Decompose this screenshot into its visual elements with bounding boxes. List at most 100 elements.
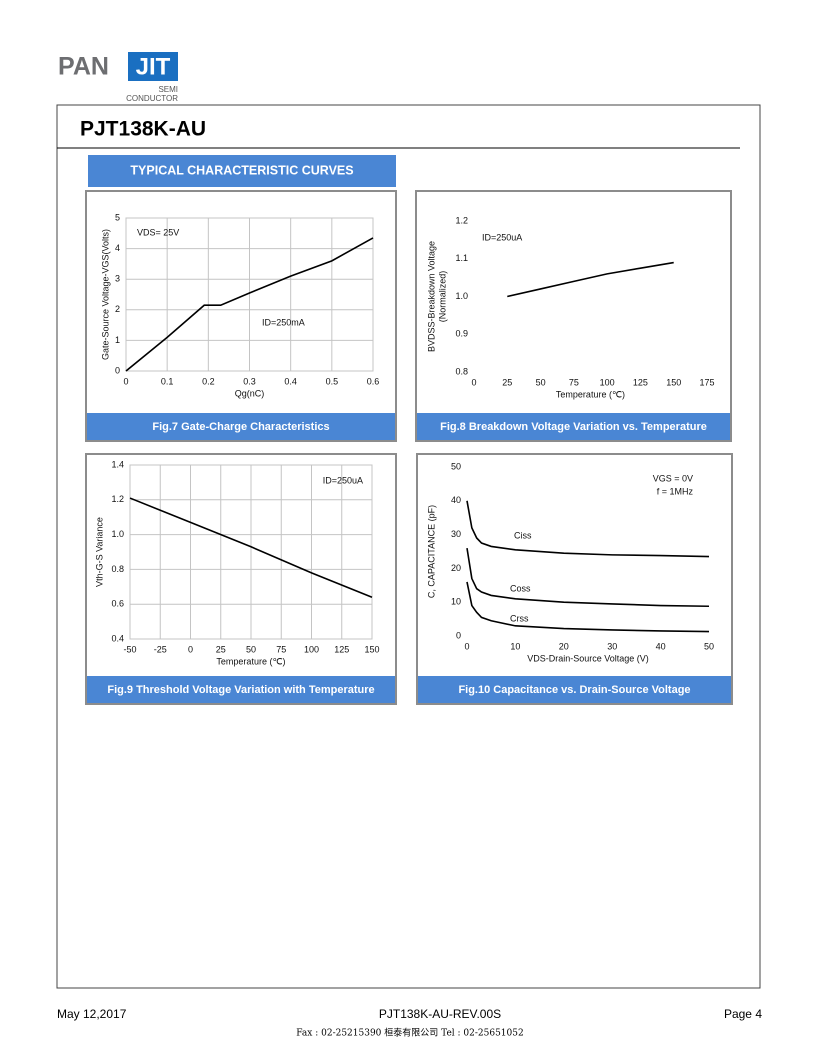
y-tick-label: 5 xyxy=(115,212,120,222)
x-tick-label: 150 xyxy=(666,377,681,387)
plot-area xyxy=(125,217,374,372)
chart-caption: Fig.8 Breakdown Voltage Variation vs. Te… xyxy=(440,421,707,433)
x-tick-label: 100 xyxy=(600,377,615,387)
logo-left: PAN xyxy=(58,53,109,81)
x-tick-label: 25 xyxy=(502,377,512,387)
charts: Fig.7 Gate-Charge Characteristics 0 0.1 0.2… xyxy=(85,190,733,705)
x-tick-label: 0.4 xyxy=(284,376,297,386)
y-tick-label: 1.0 xyxy=(111,529,124,539)
y-tick-label: 0.4 xyxy=(111,633,124,643)
chart-frame xyxy=(416,453,733,705)
y-axis-label: Vth-G-S Variance xyxy=(94,517,104,587)
x-axis-label: Temperature (℃) xyxy=(556,389,625,399)
footer-date: May 12,2017 xyxy=(57,1007,127,1021)
x-tick-label: 10 xyxy=(510,641,520,651)
y-tick-label: 1.0 xyxy=(455,291,468,301)
chart-frame xyxy=(415,190,732,442)
y-axis-label: (Normalized) xyxy=(437,271,447,323)
annotation: ID=250uA xyxy=(323,475,363,485)
x-tick-label: 0.3 xyxy=(243,376,256,386)
x-tick-label: 75 xyxy=(276,644,286,654)
y-tick-label: 50 xyxy=(451,461,461,471)
logo-sub: SEMI xyxy=(158,85,178,94)
x-tick-label: 40 xyxy=(656,641,666,651)
annotation: f = 1MHz xyxy=(657,486,694,496)
logo-right: JIT xyxy=(136,53,171,80)
annotation: VGS = 0V xyxy=(653,473,693,483)
section-box xyxy=(88,155,396,187)
chart-frame xyxy=(85,190,397,442)
x-tick-label: 50 xyxy=(246,644,256,654)
x-tick-label: 50 xyxy=(536,377,546,387)
y-tick-label: 1.1 xyxy=(455,253,468,263)
caption-bar xyxy=(417,413,730,440)
y-tick-label: 1 xyxy=(115,335,120,345)
x-tick-label: 125 xyxy=(633,377,648,387)
x-tick-label: 150 xyxy=(364,644,379,654)
x-tick-label: 175 xyxy=(699,377,714,387)
x-tick-label: 0 xyxy=(471,377,476,387)
x-tick-label: -25 xyxy=(154,644,167,654)
series-label: Coss xyxy=(510,583,531,593)
y-tick-label: 1.2 xyxy=(455,215,468,225)
y-tick-label: 2 xyxy=(115,304,120,314)
x-tick-label: 75 xyxy=(569,377,579,387)
x-tick-label: 125 xyxy=(334,644,349,654)
logo-box xyxy=(128,52,178,81)
caption-bar xyxy=(87,413,395,440)
x-tick-label: 0 xyxy=(123,376,128,386)
x-axis-label: VDS-Drain-Source Voltage (V) xyxy=(527,653,649,663)
chart-caption: Fig.7 Gate-Charge Characteristics xyxy=(152,421,329,433)
x-tick-label: 25 xyxy=(216,644,226,654)
data-line xyxy=(466,581,710,633)
x-tick-label: 0 xyxy=(188,644,193,654)
caption-bar xyxy=(418,676,731,703)
chart-frame xyxy=(85,453,397,705)
x-tick-label: -50 xyxy=(123,644,136,654)
x-tick-label: 50 xyxy=(704,641,714,651)
y-tick-label: 0.9 xyxy=(455,329,468,339)
y-tick-label: 0 xyxy=(456,630,461,640)
annotation: VDS= 25V xyxy=(137,227,179,237)
data-line xyxy=(125,237,374,372)
footer-contact: Fax : 02-25215390 桓泰有限公司 Tel : 02-256510… xyxy=(296,1027,523,1039)
x-tick-label: 0.6 xyxy=(367,376,380,386)
footer-doc: PJT138K-AU-REV.00S xyxy=(379,1007,501,1021)
series-label: Ciss xyxy=(514,530,532,540)
chart-caption: Fig.10 Capacitance vs. Drain-Source Volt… xyxy=(458,684,690,696)
y-tick-label: 1.2 xyxy=(111,494,124,504)
y-tick-label: 1.4 xyxy=(111,459,124,469)
x-tick-label: 30 xyxy=(607,641,617,651)
logo-sub: CONDUCTOR xyxy=(126,94,178,103)
x-tick-label: 0.2 xyxy=(202,376,215,386)
section-title: TYPICAL CHARACTERISTIC CURVES xyxy=(130,163,353,177)
y-tick-label: 30 xyxy=(451,529,461,539)
x-axis-label: Temperature (℃) xyxy=(216,656,285,666)
x-tick-label: 0 xyxy=(464,641,469,651)
y-axis-label: C, CAPACITANCE (pF) xyxy=(426,505,436,598)
x-tick-label: 0.1 xyxy=(161,376,174,386)
data-line xyxy=(507,261,674,298)
y-tick-label: 4 xyxy=(115,243,120,253)
data-line xyxy=(129,497,373,598)
data-line xyxy=(466,500,710,558)
doc-title: PJT138K-AU xyxy=(80,118,206,141)
y-tick-label: 0 xyxy=(115,365,120,375)
x-tick-label: 100 xyxy=(304,644,319,654)
annotation: ID=250mA xyxy=(262,317,305,327)
plot-area xyxy=(129,464,373,640)
y-axis-label: BVDSS-Breakdown Voltage xyxy=(426,241,436,352)
y-tick-label: 0.6 xyxy=(111,599,124,609)
annotation: ID=250uA xyxy=(482,232,522,242)
y-axis-label: Gate-Source Voltage-VGS(Volts) xyxy=(100,229,110,360)
data-line xyxy=(466,547,710,608)
chart-caption: Fig.9 Threshold Voltage Variation with T… xyxy=(107,684,374,696)
x-tick-label: 20 xyxy=(559,641,569,651)
footer-page: Page 4 xyxy=(724,1007,762,1021)
y-tick-label: 20 xyxy=(451,563,461,573)
series-label: Crss xyxy=(510,613,529,623)
y-tick-label: 0.8 xyxy=(455,366,468,376)
caption-bar xyxy=(87,676,395,703)
